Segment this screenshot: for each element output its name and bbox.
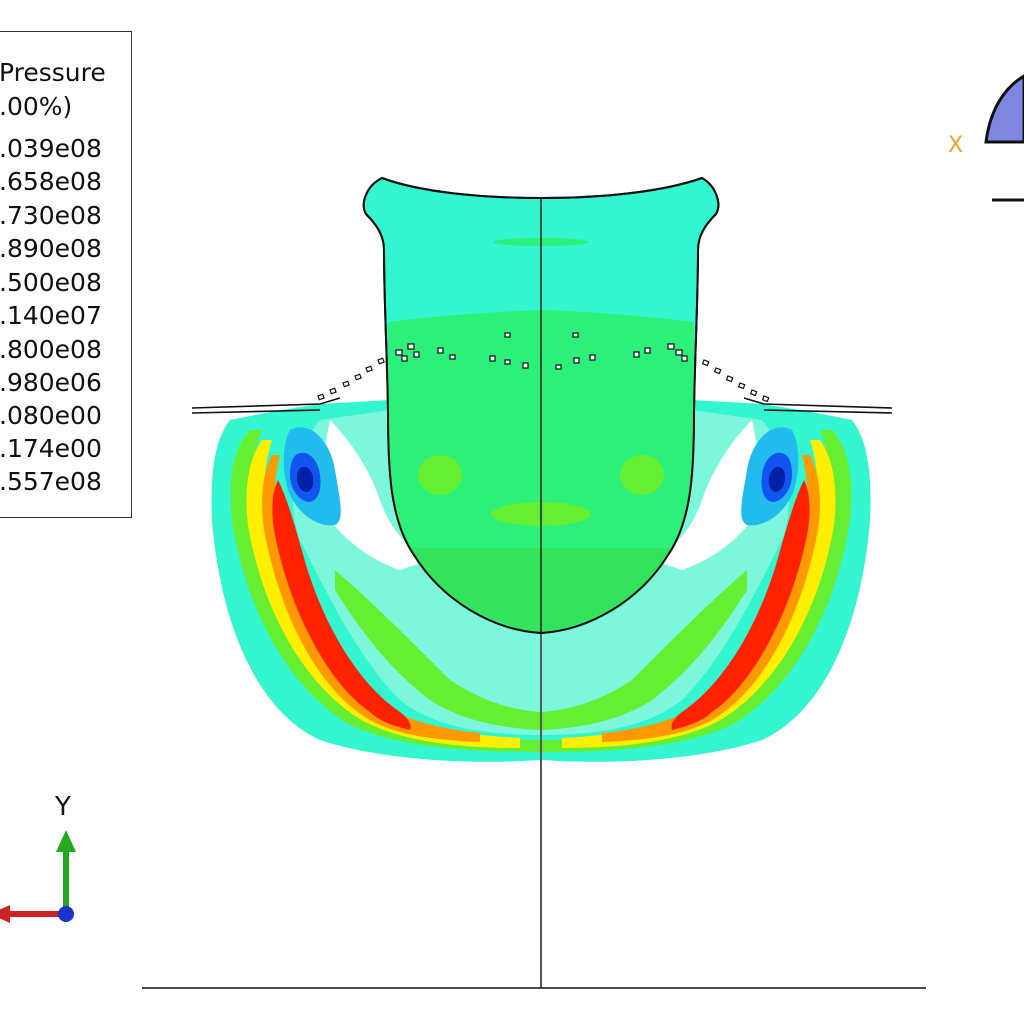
legend-value: .039e08 [0, 134, 102, 163]
legend-value: .557e08 [0, 467, 102, 496]
legend-value: .800e08 [0, 335, 102, 364]
legend-value: .174e00 [0, 434, 102, 463]
pressure-legend: Pressure .00%) .039e08 .658e08 .730e08 .… [0, 31, 132, 518]
target-surface-right [743, 397, 893, 414]
view-cube-x-label: X [948, 133, 963, 158]
legend-value: .080e00 [0, 401, 102, 430]
projectile-outline [362, 176, 720, 635]
legend-subtitle: .00%) [0, 92, 73, 121]
legend-value: .980e06 [0, 368, 102, 397]
triad-y-arrowhead [56, 830, 76, 852]
projectile-lime-spot-left [418, 455, 462, 495]
legend-value: .658e08 [0, 167, 102, 196]
legend-value: .730e08 [0, 201, 102, 230]
coordinate-triad: Y [0, 792, 76, 923]
legend-value: .140e07 [0, 301, 102, 330]
debris-fragments [317, 332, 770, 403]
target-surface-left [191, 397, 341, 414]
view-cube-face [984, 74, 1024, 144]
triad-y-label: Y [54, 792, 71, 822]
view-cube: X [948, 74, 1024, 202]
triad-x-arrowhead [0, 905, 10, 923]
projectile-lime-spot-right [620, 455, 664, 495]
legend-title: Pressure [0, 58, 106, 87]
legend-value: .500e08 [0, 268, 102, 297]
triad-origin [58, 906, 74, 922]
legend-value: .890e08 [0, 234, 102, 263]
